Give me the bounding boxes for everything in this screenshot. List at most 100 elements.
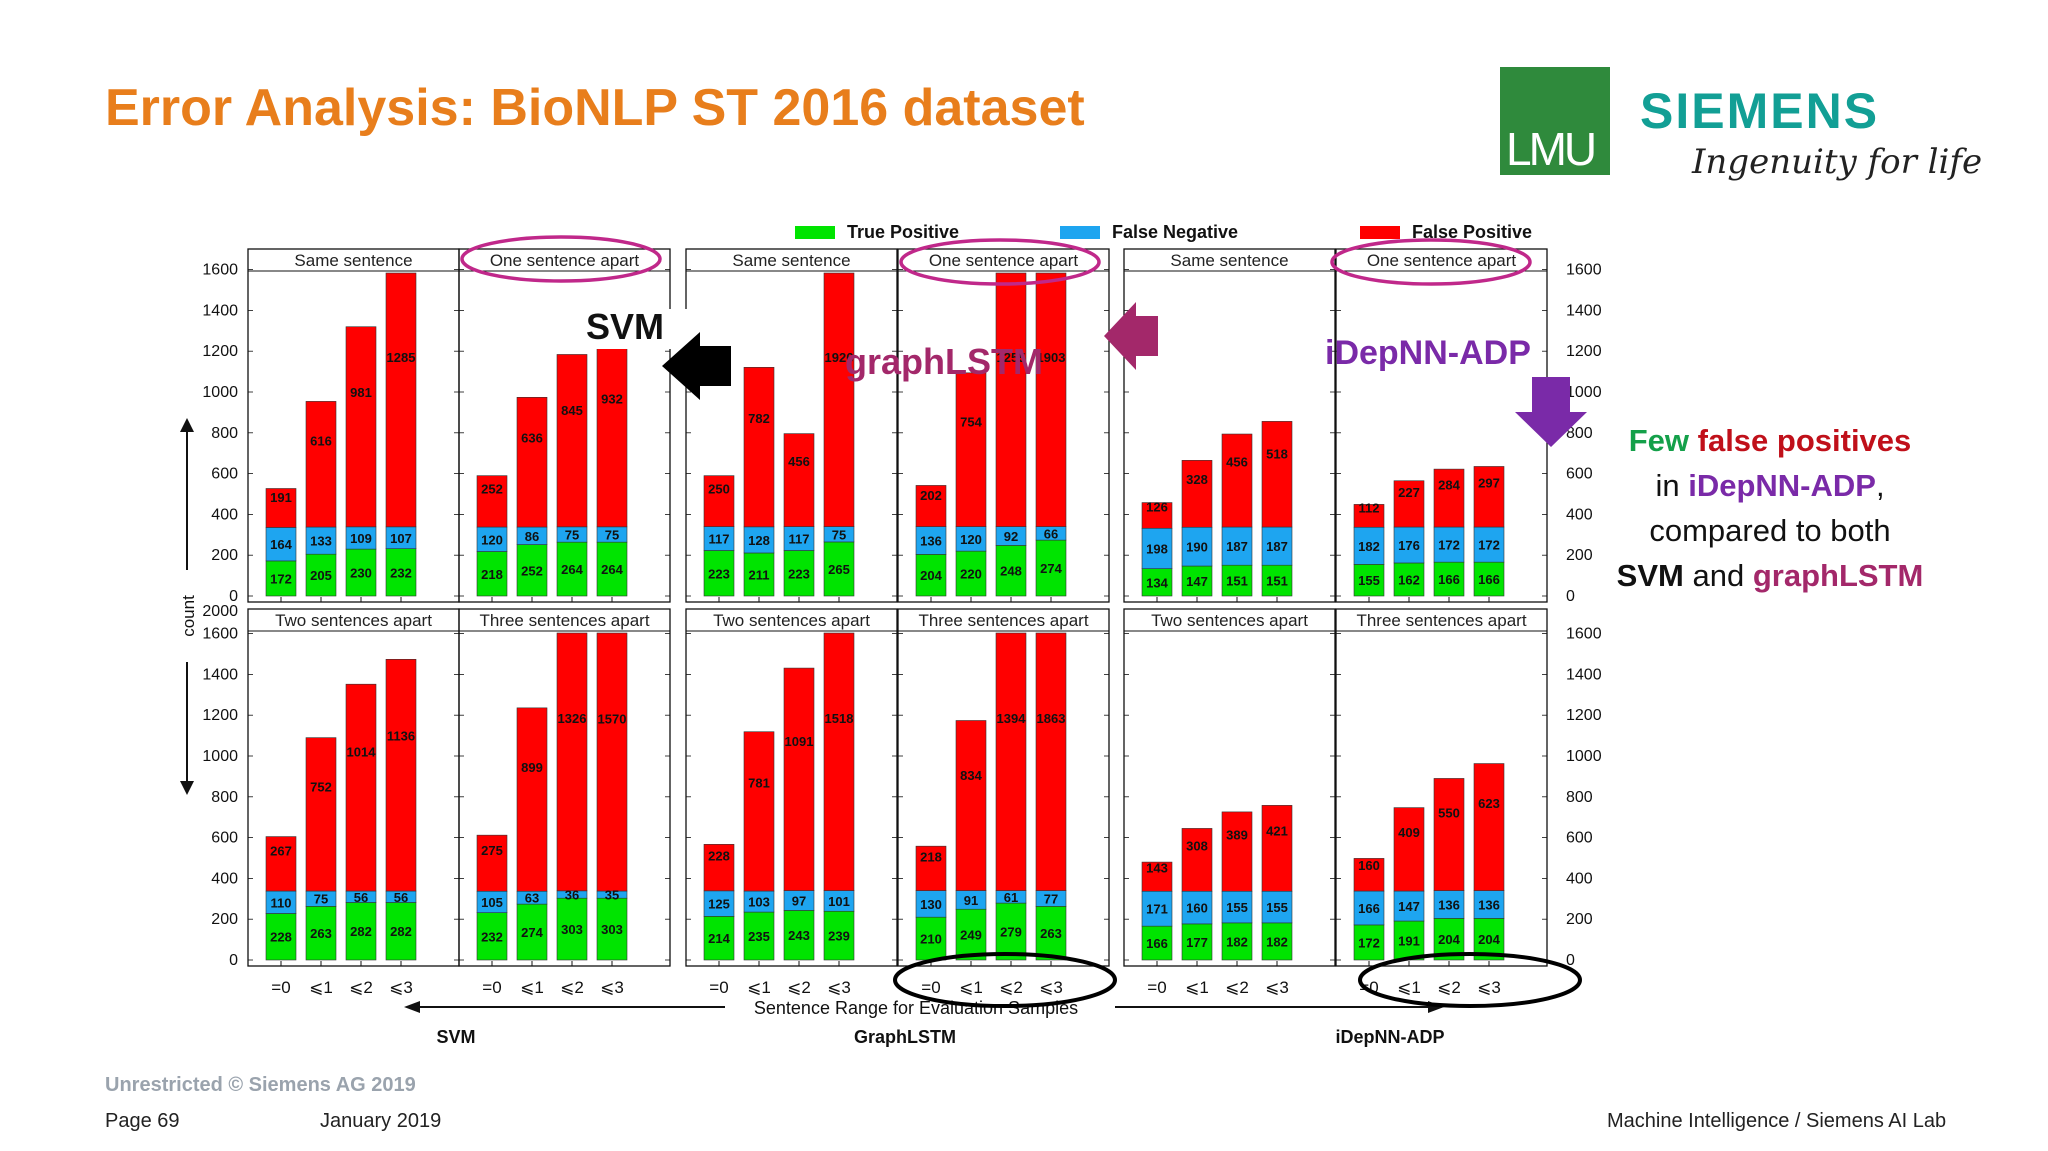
bar-true-positive bbox=[1141, 568, 1173, 597]
note-model: iDepNN-ADP bbox=[1688, 468, 1876, 503]
y-tick-label-left: 200 bbox=[211, 547, 238, 564]
panel-frame bbox=[1123, 608, 1336, 967]
panel-title: Three sentences apart bbox=[918, 611, 1088, 630]
legend-label-1: False Negative bbox=[1112, 222, 1238, 242]
bar-false-negative bbox=[915, 890, 947, 918]
label-true-positive: 182 bbox=[1266, 934, 1288, 949]
panel-frame bbox=[458, 608, 671, 967]
bar-false-positive bbox=[596, 632, 628, 892]
label-false-positive: 160 bbox=[1358, 858, 1380, 873]
highlight-ellipse-black bbox=[893, 952, 1117, 1008]
label-false-positive: 421 bbox=[1266, 823, 1288, 838]
bar-true-positive bbox=[955, 550, 987, 597]
label-false-negative: 110 bbox=[271, 895, 292, 910]
label-false-negative: 172 bbox=[1478, 538, 1500, 553]
svm-callout-bg bbox=[584, 309, 692, 349]
label-false-negative: 160 bbox=[1186, 901, 1208, 916]
label-false-negative: 92 bbox=[1004, 529, 1018, 544]
label-false-negative: 86 bbox=[525, 529, 539, 544]
label-true-positive: 230 bbox=[350, 566, 372, 581]
y-tick-label-right: 200 bbox=[1566, 547, 1593, 564]
bar-false-positive bbox=[1261, 421, 1293, 528]
label-false-negative: 125 bbox=[708, 897, 730, 912]
x-tick-label: ⩽2 bbox=[999, 978, 1023, 997]
label-true-positive: 223 bbox=[708, 566, 730, 581]
label-false-positive: 112 bbox=[1359, 500, 1380, 515]
bar-false-negative bbox=[1353, 890, 1385, 926]
bar-false-positive bbox=[1353, 858, 1385, 892]
panel-title: One sentence apart bbox=[929, 251, 1079, 270]
bar-false-negative bbox=[1181, 526, 1213, 567]
label-false-negative: 187 bbox=[1266, 539, 1288, 554]
label-false-positive: 267 bbox=[270, 844, 292, 859]
bar-true-positive bbox=[345, 548, 377, 597]
bar-false-positive bbox=[955, 372, 987, 527]
label-false-positive: 1903 bbox=[1037, 350, 1066, 365]
label-false-positive: 616 bbox=[310, 433, 332, 448]
bar-false-positive bbox=[556, 632, 588, 892]
panel-title: Two sentences apart bbox=[1151, 611, 1308, 630]
conclusion-note: Few false positives in iDepNN-ADP, compa… bbox=[1560, 418, 1980, 598]
bar-false-positive bbox=[305, 737, 337, 892]
x-tick-label: ⩽1 bbox=[1185, 978, 1209, 997]
y-tick-label-right: 1400 bbox=[1566, 666, 1602, 683]
legend-swatch-0 bbox=[795, 226, 835, 239]
bar-true-positive bbox=[823, 910, 855, 961]
label-false-positive: 1394 bbox=[997, 711, 1027, 726]
x-tick-label: ⩽1 bbox=[309, 978, 333, 997]
y-axis-label: count bbox=[179, 595, 198, 637]
panel-title: Three sentences apart bbox=[1356, 611, 1526, 630]
note-graphlstm: graphLSTM bbox=[1752, 558, 1924, 593]
label-false-negative: 155 bbox=[1226, 900, 1248, 915]
panel-title: Two sentences apart bbox=[713, 611, 870, 630]
bar-false-negative bbox=[1141, 527, 1173, 569]
label-false-positive: 191 bbox=[270, 490, 292, 505]
y-tick-label-left: 800 bbox=[211, 425, 238, 442]
label-false-negative: 117 bbox=[709, 532, 730, 547]
bar-true-positive bbox=[476, 551, 508, 597]
label-false-negative: 105 bbox=[481, 895, 503, 910]
label-false-positive: 252 bbox=[481, 482, 503, 497]
bar-false-negative bbox=[1141, 890, 1173, 927]
bar-true-positive bbox=[1141, 925, 1173, 961]
label-false-positive: 899 bbox=[521, 760, 543, 775]
label-false-negative: 133 bbox=[310, 534, 332, 549]
y-tick-label-left: 600 bbox=[211, 830, 238, 847]
label-false-positive: 228 bbox=[708, 849, 730, 864]
bar-true-positive bbox=[1393, 562, 1425, 597]
label-true-positive: 205 bbox=[310, 568, 332, 583]
label-false-positive: 202 bbox=[920, 488, 942, 503]
siemens-tagline: Ingenuity for life bbox=[1692, 142, 1983, 182]
bar-false-negative bbox=[743, 526, 775, 554]
label-false-negative: 155 bbox=[1266, 900, 1288, 915]
label-false-negative: 75 bbox=[565, 527, 579, 542]
bar-false-negative bbox=[1181, 890, 1213, 925]
label-false-negative: 172 bbox=[1438, 538, 1460, 553]
label-true-positive: 204 bbox=[1478, 932, 1500, 947]
label-false-negative: 66 bbox=[1044, 526, 1058, 541]
graphlstm-callout-label: graphLSTM bbox=[845, 341, 1043, 382]
bar-false-positive bbox=[385, 272, 417, 528]
label-false-positive: 297 bbox=[1478, 476, 1500, 491]
label-true-positive: 228 bbox=[270, 930, 292, 945]
label-false-negative: 171 bbox=[1146, 902, 1168, 917]
label-false-positive: 1014 bbox=[347, 745, 377, 760]
label-false-positive: 456 bbox=[788, 454, 810, 469]
bar-true-positive bbox=[915, 554, 947, 597]
bar-false-positive bbox=[1035, 272, 1067, 527]
label-true-positive: 211 bbox=[749, 567, 770, 582]
y-tick-label-right: 1200 bbox=[1566, 707, 1602, 724]
y-tick-label-left: 600 bbox=[211, 466, 238, 483]
x-tick-label: ⩽1 bbox=[959, 978, 983, 997]
label-true-positive: 172 bbox=[270, 571, 292, 586]
label-false-positive: 1255 bbox=[997, 350, 1026, 365]
label-true-positive: 210 bbox=[920, 932, 942, 947]
label-false-positive: 1091 bbox=[785, 734, 814, 749]
bar-true-positive bbox=[305, 553, 337, 597]
page-number: Page 69 bbox=[105, 1110, 180, 1132]
bar-true-positive bbox=[556, 541, 588, 597]
label-false-negative: 120 bbox=[960, 532, 982, 547]
label-false-positive: 389 bbox=[1226, 828, 1248, 843]
bar-false-negative bbox=[1353, 526, 1385, 565]
bar-false-positive bbox=[1181, 460, 1213, 528]
